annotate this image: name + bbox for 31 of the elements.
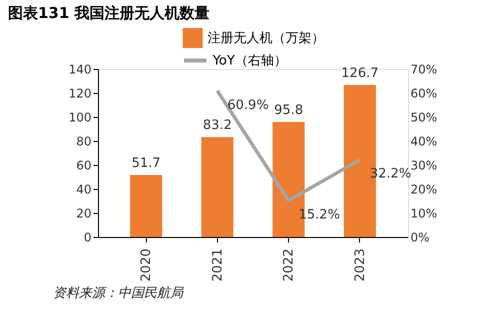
chart-title: 图表131 我国注册无人机数量 [8,4,210,22]
y-tick-label: 120 [68,86,92,100]
y2-tick-label: 50% [410,110,438,124]
y2-tick-label: 0% [410,230,430,244]
y2-tick-label: 30% [410,158,438,172]
y2-tick-label: 20% [410,182,438,196]
data-label: 60.9% [227,98,269,113]
y2-tick-label: 10% [410,206,438,220]
data-label: 95.8 [274,103,304,118]
data-label: 126.7 [341,66,379,81]
y-tick-label: 40 [76,182,92,196]
x-tick-label: 2022 [282,248,297,282]
y-tick-label: 140 [68,62,92,76]
data-label: 51.7 [132,156,161,171]
y-tick-label: 100 [68,110,92,124]
data-label: 83.2 [202,118,232,134]
x-tick-label: 2023 [352,248,368,282]
y-tick-label: 20 [76,206,92,220]
y2-tick-label: 40% [410,134,438,148]
y2-tick-label: 60% [410,86,438,100]
legend-label: 注册无人机（万架） [208,31,325,46]
bar [201,137,234,237]
x-tick-label: 2020 [139,248,154,282]
y-tick-label: 80 [76,134,92,148]
text: 资料来源：中国民航局 [53,286,184,301]
bar [130,174,162,237]
legend-label: YoY（右轴） [212,54,287,68]
y-tick-label: 60 [76,158,92,172]
x-tick-label: 2021 [210,248,226,282]
y-tick-label: 0 [84,230,92,244]
y2-tick-label: 70% [410,62,438,76]
